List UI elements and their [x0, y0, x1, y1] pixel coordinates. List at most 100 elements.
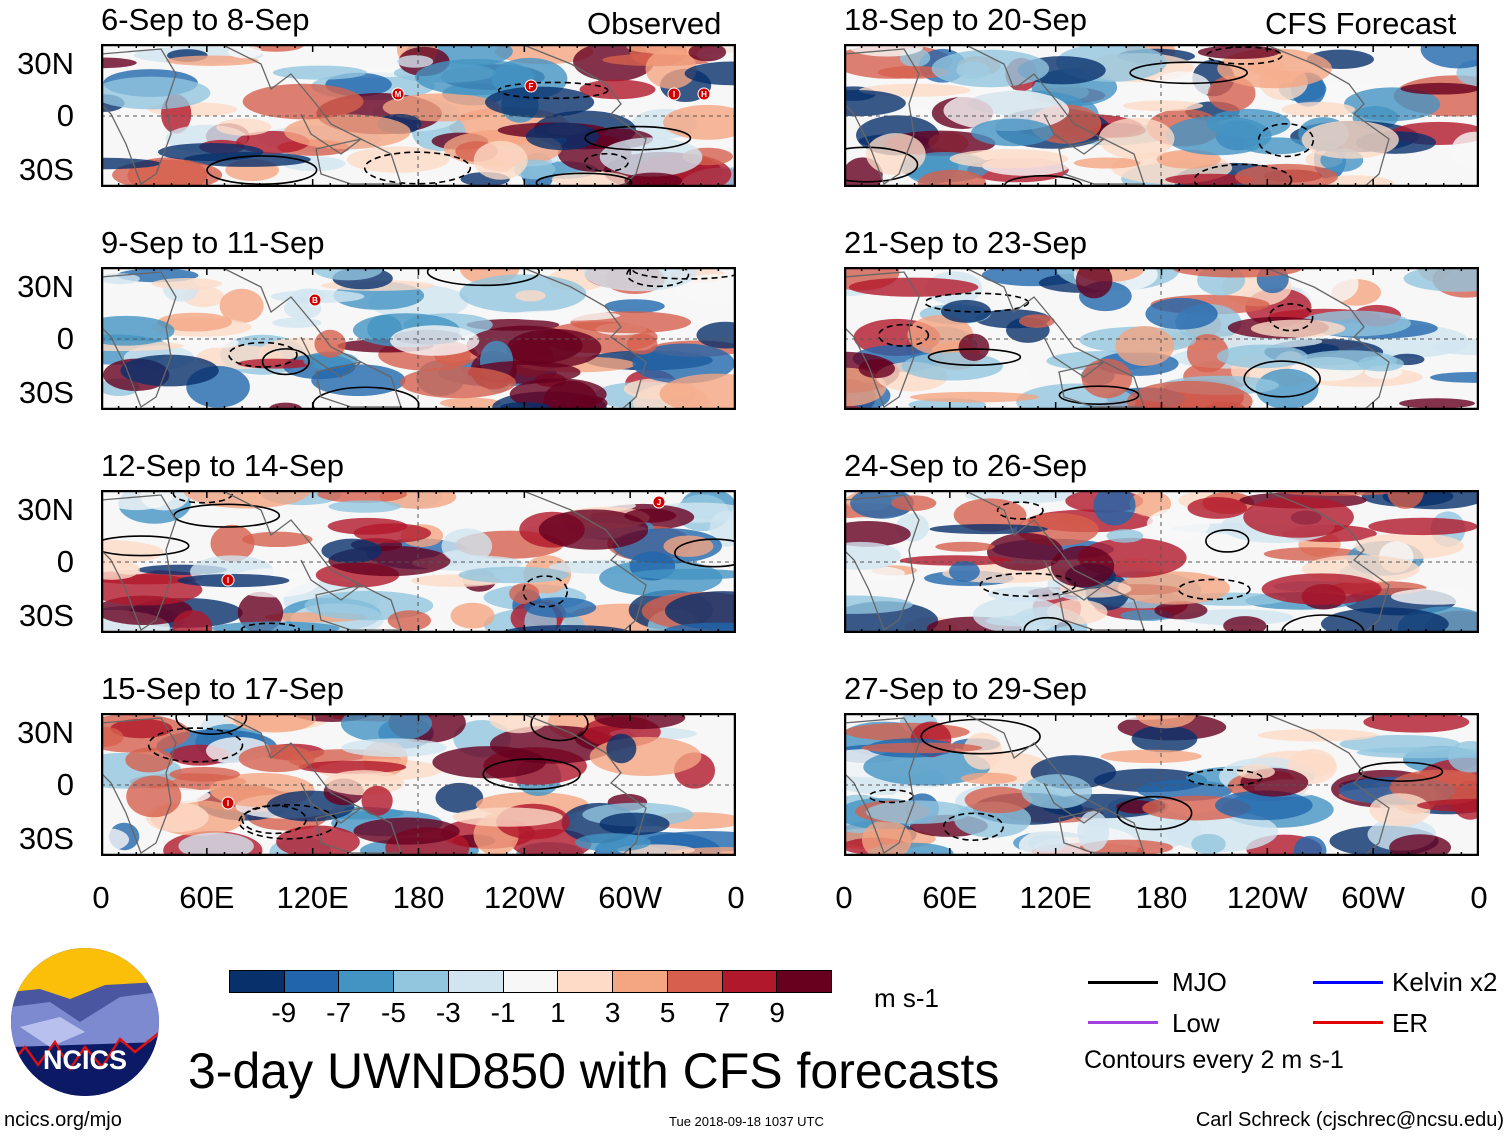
anomaly-blob — [1255, 368, 1319, 410]
anomaly-blob — [525, 122, 599, 151]
anomaly-blob — [1145, 297, 1218, 330]
coastline-africa — [844, 494, 920, 631]
anomaly-blob — [101, 76, 211, 110]
anomaly-blob — [1050, 545, 1115, 588]
anomaly-blob — [219, 288, 264, 324]
mjo-contour — [363, 151, 472, 185]
anomaly-blob — [101, 828, 130, 852]
anomaly-blob — [341, 738, 447, 757]
anomaly-blob — [452, 807, 563, 827]
anomaly-blob — [272, 317, 322, 328]
colorbar-tick-label: -1 — [490, 997, 516, 1028]
panel-title: 27-Sep to 29-Sep — [844, 671, 1088, 706]
mjo-contour — [877, 323, 930, 347]
anomaly-blob — [101, 157, 161, 170]
anomaly-blob — [1431, 338, 1479, 356]
anomaly-blob — [509, 583, 540, 604]
storm-marker: H — [697, 87, 711, 101]
anomaly-blob — [340, 713, 433, 743]
anomaly-blob — [504, 310, 621, 321]
coastline-asia — [220, 267, 363, 378]
anomaly-blob — [484, 86, 595, 118]
anomaly-blob — [390, 325, 480, 356]
anomaly-blob — [233, 713, 316, 733]
anomaly-blob — [1403, 267, 1479, 292]
panel-title: 15-Sep to 17-Sep — [101, 671, 345, 706]
storm-marker: J — [652, 495, 666, 509]
anomaly-blob — [943, 89, 1070, 132]
mjo-contour — [924, 292, 1030, 313]
coastline-americas — [520, 490, 647, 633]
colorbar-tick-label: 7 — [714, 997, 731, 1028]
mjo-contour — [206, 155, 318, 185]
anomaly-blob — [1369, 793, 1431, 827]
figure-title: 3-day UWND850 with CFS forecasts — [188, 1043, 1000, 1099]
mjo-contour — [1358, 761, 1444, 782]
anomaly-blob — [1399, 398, 1475, 409]
anomaly-blob — [198, 337, 239, 349]
colorbar-tick-label: 9 — [769, 997, 785, 1028]
mjo-contour — [147, 727, 244, 763]
svg-text:M: M — [395, 90, 402, 99]
mjo-contour — [1205, 529, 1250, 553]
map-panel: I — [101, 713, 736, 856]
panel-title: 24-Sep to 26-Sep — [844, 448, 1088, 483]
anomaly-blob — [1122, 100, 1204, 112]
legend-line-kelvin — [1313, 981, 1383, 984]
lon-label: 0 — [835, 880, 853, 915]
anomaly-blob — [432, 746, 546, 779]
anomaly-blob — [1146, 508, 1210, 540]
mjo-contour — [979, 572, 1077, 598]
anomaly-blob — [101, 726, 124, 747]
mjo-contour — [535, 172, 633, 187]
anomaly-blob — [901, 352, 1003, 381]
anomaly-blob — [227, 45, 263, 59]
mjo-contour — [426, 267, 540, 287]
lat-label: 0 — [56, 98, 74, 133]
lon-label: 60E — [179, 880, 235, 915]
anomaly-blob — [663, 535, 714, 557]
footer-url[interactable]: ncics.org/mjo — [4, 1109, 122, 1131]
anomaly-blob — [157, 143, 264, 161]
anomaly-blob — [387, 610, 432, 631]
legend-label-er: ER — [1392, 1008, 1429, 1038]
lon-label: 0 — [1470, 880, 1488, 915]
anomaly-blob — [696, 321, 736, 349]
coastline-americas — [1263, 44, 1390, 187]
colorbar-cell — [503, 971, 559, 992]
anomaly-blob — [1368, 517, 1478, 536]
anomaly-blob — [1301, 120, 1399, 159]
lat-label: 0 — [56, 321, 74, 356]
anomaly-blob — [1236, 764, 1276, 779]
anomaly-blob — [1135, 713, 1197, 729]
anomaly-blob — [1018, 314, 1055, 328]
anomaly-blob — [178, 832, 254, 856]
anomaly-blob — [606, 733, 637, 764]
coastline-americas — [1263, 267, 1390, 410]
anomaly-blob — [676, 273, 736, 304]
anomaly-blob — [1151, 71, 1211, 103]
colorbar-units: m s-1 — [874, 983, 939, 1013]
anomaly-blob — [361, 785, 393, 816]
anomaly-blob — [400, 366, 516, 399]
anomaly-blob — [1100, 749, 1202, 763]
observed-label: Observed — [587, 6, 722, 41]
anomaly-blob — [242, 531, 313, 548]
anomaly-blob — [353, 817, 460, 845]
anomaly-blob — [604, 299, 665, 314]
anomaly-blob — [630, 568, 736, 580]
coastline-americas — [520, 267, 647, 410]
forecast-label: CFS Forecast — [1265, 6, 1457, 41]
anomaly-blob — [1243, 496, 1354, 538]
anomaly-blob — [1250, 319, 1346, 338]
legend-line-mjo — [1088, 981, 1158, 984]
anomaly-blob — [1387, 490, 1424, 509]
svg-text:B: B — [312, 296, 318, 305]
coastline-asia — [220, 44, 363, 155]
coastline-asia — [963, 713, 1106, 824]
anomaly-blob — [890, 495, 937, 511]
anomaly-blob — [1201, 334, 1323, 349]
anomaly-blob — [524, 597, 597, 618]
anomaly-blob — [1131, 725, 1198, 753]
anomaly-blob — [125, 747, 174, 773]
